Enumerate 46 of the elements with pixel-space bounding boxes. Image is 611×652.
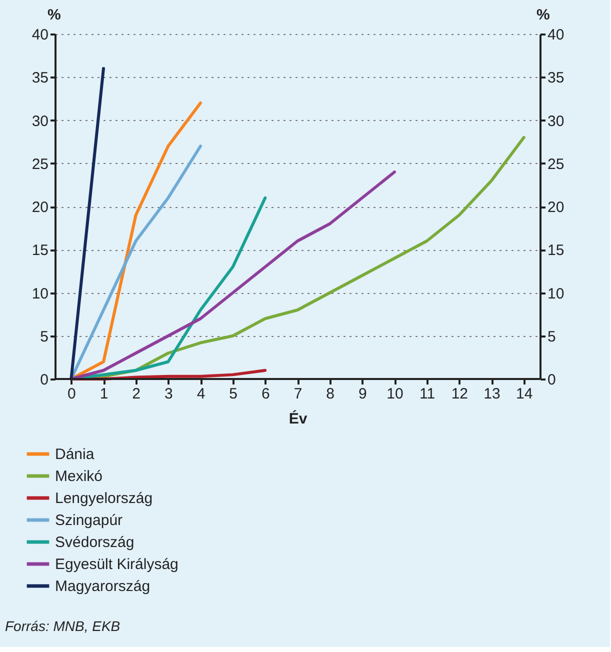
x-tick-label: 10 — [386, 386, 404, 402]
legend-label: Svédország — [55, 534, 134, 551]
y2-tick-label: 35 — [548, 70, 564, 87]
x-axis-title: Év — [288, 410, 308, 428]
y-tick-label: 30 — [32, 112, 48, 130]
y-tick-label: 35 — [32, 70, 48, 87]
x-tick-label: 8 — [326, 386, 335, 402]
legend-label: Magyarország — [55, 578, 150, 595]
y2-tick-label: 10 — [548, 285, 564, 302]
x-tick-label: 14 — [516, 386, 533, 402]
legend-label: Lengyelország — [55, 490, 153, 507]
x-tick-label: 6 — [261, 386, 270, 402]
y-tick-label: 20 — [32, 199, 48, 216]
x-tick-label: 3 — [164, 386, 173, 402]
y2-tick-label: 15 — [548, 242, 564, 260]
line-series — [70, 196, 267, 380]
y2-axis-title: % — [536, 6, 550, 24]
legend-label: Mexikó — [55, 468, 103, 485]
x-tick-label: 0 — [67, 386, 76, 402]
y2-tick-label: 40 — [548, 26, 564, 44]
line-series — [70, 170, 396, 380]
x-tick-label: 5 — [229, 386, 238, 402]
x-tick-label: 11 — [420, 386, 436, 402]
x-tick-label: 2 — [132, 386, 141, 402]
y2-tick-label: 30 — [548, 112, 564, 130]
x-tick-label: 9 — [358, 386, 367, 402]
y2-tick-label: 5 — [548, 328, 556, 346]
y-tick-label: 40 — [32, 26, 48, 44]
y-tick-label: 15 — [32, 242, 48, 260]
y2-tick-label: 20 — [548, 199, 564, 216]
x-tick-label: 7 — [294, 386, 302, 402]
y-tick-label: 10 — [32, 285, 48, 302]
text: Forrás: MNB, EKB — [5, 618, 120, 634]
y-tick-label: 0 — [40, 372, 48, 388]
x-tick-label: 12 — [451, 386, 468, 402]
y-tick-label: 5 — [40, 328, 48, 346]
y2-tick-label: 25 — [548, 156, 564, 173]
y-axis-title: % — [48, 6, 61, 24]
y2-tick-label: 0 — [548, 372, 556, 388]
legend-label: Egyesült Királyság — [55, 556, 178, 573]
x-tick-label: 1 — [100, 386, 108, 402]
y-tick-label: 25 — [32, 156, 48, 173]
x-tick-label: 13 — [484, 386, 500, 402]
x-tick-label: 4 — [196, 386, 206, 402]
legend-label: Szingapúr — [55, 512, 123, 529]
legend-label: Dánia — [55, 446, 95, 463]
